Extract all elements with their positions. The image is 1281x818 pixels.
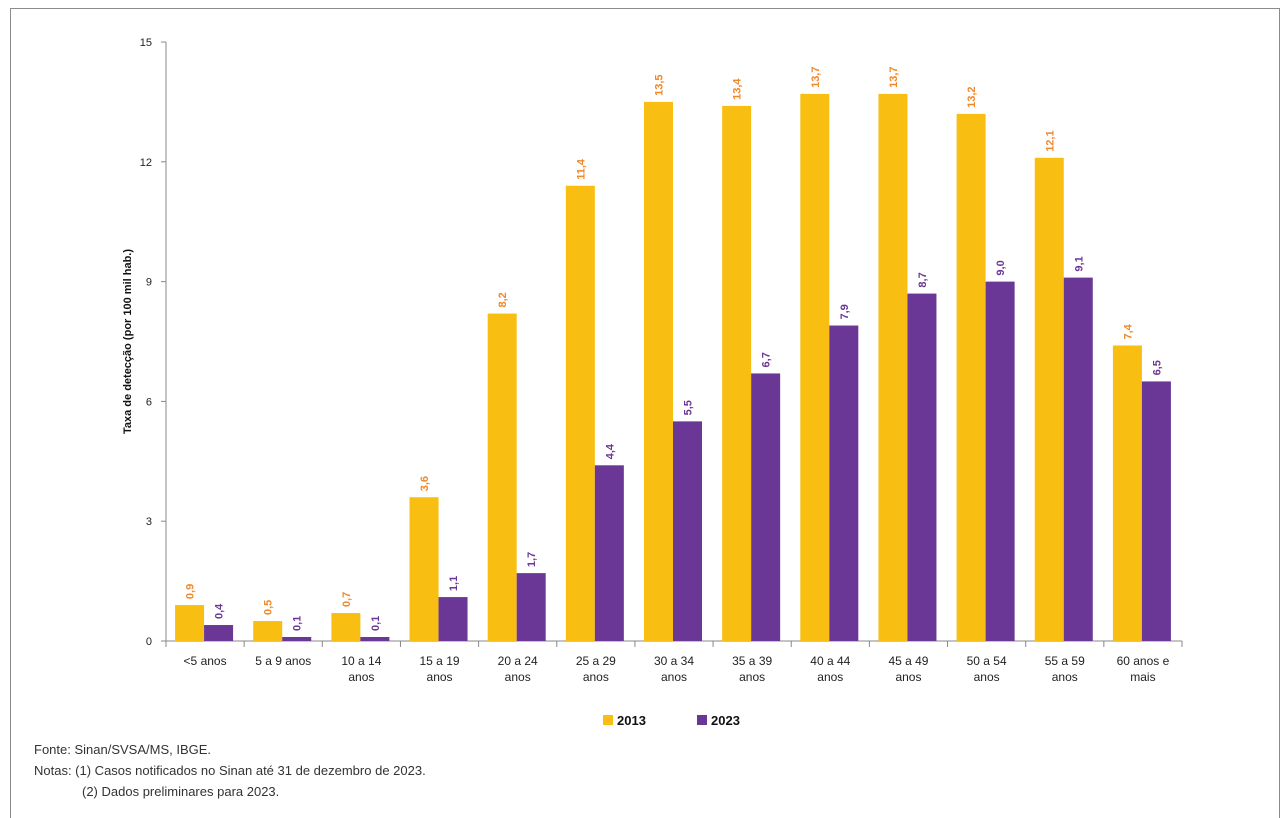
bar-2013 — [331, 613, 361, 641]
data-label-2023: 7,9 — [839, 304, 851, 319]
data-label-2013: 13,5 — [654, 74, 666, 95]
bars — [175, 93, 1171, 642]
data-label-2013: 0,5 — [263, 600, 275, 615]
legend-swatch-2013 — [603, 715, 613, 725]
x-tick-label: <5 anos — [184, 654, 227, 668]
data-label-2023: 8,7 — [917, 272, 929, 287]
note-2: (2) Dados preliminares para 2023. — [82, 784, 280, 799]
bar-2023 — [1141, 381, 1171, 641]
bar-2023 — [204, 625, 234, 641]
data-label-2023: 0,1 — [292, 616, 304, 631]
data-label-2013: 13,2 — [966, 86, 978, 107]
bar-2023 — [907, 293, 937, 641]
y-tick-label: 9 — [146, 277, 152, 289]
x-tick-label: 55 a 59 anos — [1045, 654, 1085, 684]
bar-2023 — [438, 597, 468, 641]
bar-2013 — [409, 497, 439, 641]
y-tick-label: 15 — [140, 37, 152, 49]
data-label-2013: 8,2 — [497, 292, 509, 307]
notes: Fonte: Sinan/SVSA/MS, IBGE. Notas: (1) C… — [34, 739, 426, 802]
legend-label-2013: 2013 — [617, 713, 646, 728]
chart-frame — [10, 8, 1280, 818]
data-label-2013: 0,9 — [185, 584, 197, 599]
x-axis: <5 anos 5 a 9 anos 10 a 14 anos 15 a 19 anos 2… — [165, 640, 1183, 684]
data-label-2023: 6,7 — [761, 352, 773, 367]
source-note: Fonte: Sinan/SVSA/MS, IBGE. — [34, 742, 212, 757]
data-label-2013: 13,7 — [810, 66, 822, 87]
y-tick-label: 0 — [146, 636, 152, 648]
data-label-2023: 9,0 — [995, 260, 1007, 275]
data-label-2013: 13,4 — [732, 78, 744, 100]
bar-2013 — [253, 621, 283, 641]
data-label-2023: 4,4 — [604, 443, 616, 459]
bar-2013 — [644, 101, 673, 641]
data-label-2023: 0,1 — [370, 616, 382, 631]
x-tick-label: 25 a 29 anos — [576, 654, 616, 684]
bar-2013 — [1034, 157, 1064, 641]
bar-2013 — [1112, 345, 1142, 641]
x-tick-label: 60 anos e mais — [1117, 654, 1170, 684]
bar-2023 — [673, 421, 702, 641]
x-tick-label: 50 a 54 anos — [967, 654, 1007, 684]
data-label-2023: 9,1 — [1073, 256, 1085, 271]
note-1: Notas: (1) Casos notificados no Sinan at… — [34, 763, 426, 778]
data-label-2013: 7,4 — [1122, 323, 1134, 339]
x-tick-label: 15 a 19 anos — [420, 654, 460, 684]
data-label-2013: 3,6 — [419, 476, 431, 491]
data-label-2023: 1,7 — [526, 552, 538, 567]
bar-2013 — [800, 93, 830, 641]
x-tick-label: 45 a 49 anos — [888, 654, 928, 684]
bar-2023 — [1063, 277, 1093, 641]
x-tick-label: 35 a 39 anos — [732, 654, 772, 684]
data-label-2013: 12,1 — [1044, 130, 1056, 151]
data-label-2013: 11,4 — [575, 158, 587, 180]
data-label-2013: 13,7 — [888, 66, 900, 87]
x-tick-label: 30 a 34 anos — [654, 654, 694, 684]
bar-2023 — [594, 465, 624, 641]
bar-2013 — [956, 113, 986, 641]
legend-swatch-2023 — [697, 715, 707, 725]
y-tick-label: 3 — [146, 516, 152, 528]
bar-2023 — [360, 637, 390, 641]
data-label-2023: 6,5 — [1151, 360, 1163, 375]
data-label-2013: 0,7 — [341, 592, 353, 607]
data-label-2023: 1,1 — [448, 576, 460, 591]
data-label-2023: 0,4 — [214, 603, 226, 619]
bar-2023 — [516, 573, 546, 641]
bar-2013 — [175, 605, 205, 641]
data-labels: 0,9 0,5 0,7 3,6 8,2 11,4 13,5 13,4 13,7 13,7 13,2 1… — [185, 66, 1164, 631]
x-tick-label: 40 a 44 anos — [810, 654, 850, 684]
bar-2013 — [565, 185, 595, 641]
bar-2013 — [878, 93, 908, 641]
y-axis: 0 3 6 9 12 15 — [140, 37, 167, 648]
bar-2023 — [751, 373, 781, 641]
bar-2023 — [985, 281, 1015, 641]
y-tick-label: 12 — [140, 157, 152, 169]
x-tick-label: 20 a 24 anos — [498, 654, 538, 684]
bar-2023 — [829, 325, 859, 641]
legend: 2013 2023 — [603, 713, 740, 728]
bar-2023 — [282, 637, 312, 641]
data-label-2023: 5,5 — [683, 400, 695, 415]
bar-2013 — [487, 313, 517, 641]
y-tick-label: 6 — [146, 396, 152, 408]
x-tick-label: 10 a 14 anos — [341, 654, 381, 684]
x-tick-label: 5 a 9 anos — [255, 654, 311, 668]
legend-label-2023: 2023 — [711, 713, 740, 728]
y-axis-title: Taxa de detecção (por 100 mil hab.) — [122, 249, 134, 434]
bar-2013 — [722, 105, 752, 642]
